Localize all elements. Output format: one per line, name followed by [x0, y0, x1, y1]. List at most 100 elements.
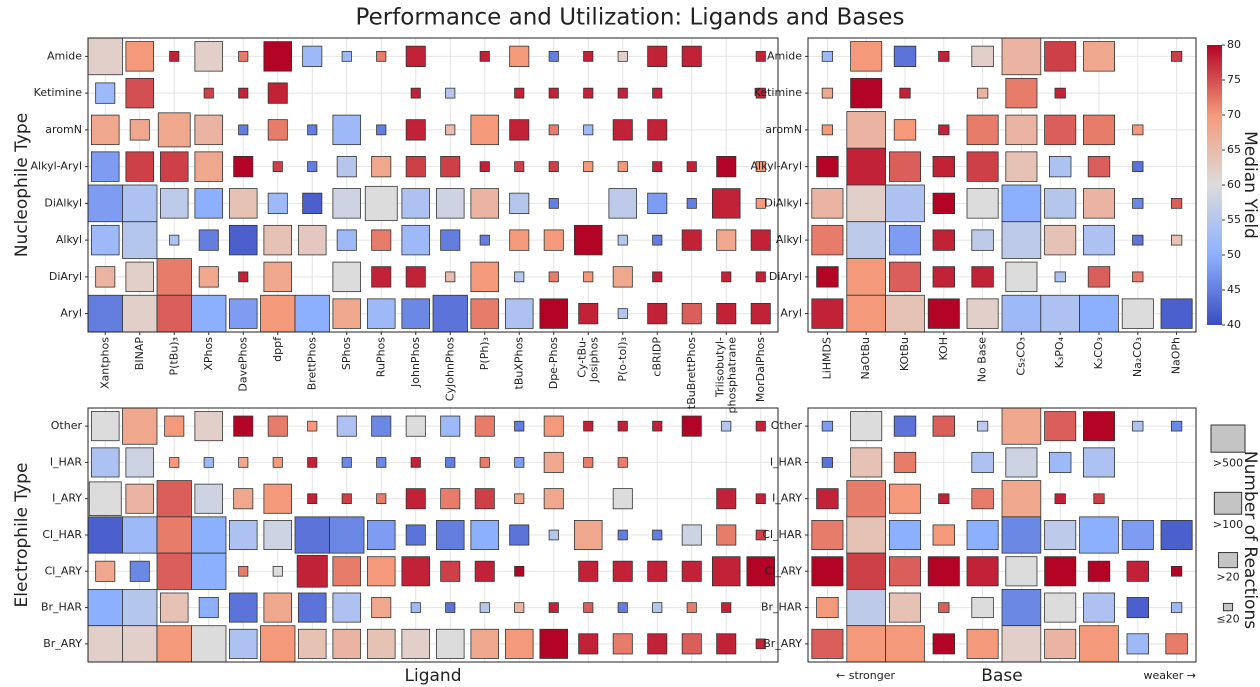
cell [612, 488, 633, 510]
y-tick-label: DiAlkyl [44, 196, 82, 209]
size-legend-label: >100 [1213, 518, 1243, 531]
cell [846, 221, 886, 259]
panel-frame [807, 407, 1197, 663]
cell [1005, 261, 1038, 293]
cell [711, 556, 741, 587]
cell [846, 258, 886, 296]
cell [750, 229, 771, 251]
cell [755, 87, 766, 99]
cell [307, 457, 318, 468]
y-tick-label: Alkyl [56, 233, 82, 246]
cell [1048, 155, 1072, 178]
y-tick-label: Cl_ARY [765, 564, 803, 577]
y-tick-label: aromN [765, 123, 802, 136]
y-tick-label: I_HAR [770, 455, 803, 468]
cell [932, 633, 956, 655]
cell [716, 524, 737, 546]
cell [932, 415, 956, 437]
x-tick-label: KOH [937, 337, 950, 361]
cell [1001, 625, 1042, 663]
y-tick-label: Ketimine [34, 86, 83, 99]
cell [1132, 234, 1144, 246]
cell [401, 628, 431, 659]
colorbar-tick-label: 70 [1227, 108, 1241, 121]
cell [1001, 221, 1042, 259]
cell [647, 633, 668, 655]
cell [1165, 633, 1188, 655]
cell [755, 638, 766, 650]
cell [811, 628, 844, 659]
cell [267, 415, 288, 437]
cell [228, 520, 258, 550]
cell [539, 298, 569, 329]
cell [976, 87, 989, 99]
x-tick-label: P(tBu)₃ [167, 337, 180, 375]
size-legend-square [1210, 424, 1246, 453]
cell [647, 45, 668, 68]
y-tick-label: Br_HAR [761, 601, 802, 614]
cell [504, 298, 534, 329]
cell [612, 119, 633, 141]
cell [371, 597, 392, 619]
cell [612, 266, 633, 288]
x-tick-label: tBuXPhos [512, 337, 525, 390]
cell [885, 184, 925, 223]
annotation: ← stronger [836, 669, 895, 682]
cell [1170, 565, 1183, 577]
cell [617, 161, 628, 172]
cell [816, 266, 839, 288]
cell [846, 294, 886, 333]
cell [233, 415, 254, 437]
cell [543, 415, 564, 437]
cell [272, 457, 283, 468]
cell [1132, 161, 1144, 172]
cell [821, 87, 834, 99]
cell [1005, 447, 1038, 478]
cell [1005, 151, 1038, 182]
cell [238, 271, 249, 283]
cell [376, 51, 387, 62]
cell [470, 520, 500, 550]
cell [122, 625, 158, 663]
cell [238, 87, 249, 99]
cell [686, 602, 697, 613]
cell [548, 87, 559, 99]
cell [816, 488, 839, 510]
cell [1083, 411, 1116, 442]
cell [811, 188, 844, 219]
x-tick-label: SPhos [340, 337, 353, 370]
cell [932, 192, 956, 215]
cell [470, 261, 500, 293]
cell [1079, 294, 1119, 333]
x-tick-label: RuPhos [374, 337, 387, 377]
cell [260, 625, 296, 663]
cell [1044, 520, 1077, 550]
cell [617, 51, 628, 62]
cell [816, 597, 839, 619]
cell [652, 420, 663, 432]
cell [341, 493, 352, 505]
cell [899, 87, 911, 99]
cell [966, 628, 999, 659]
cell [755, 529, 766, 541]
cell [233, 155, 254, 178]
cell [509, 45, 530, 68]
cell [821, 124, 834, 136]
cell [194, 41, 224, 72]
cell [971, 451, 994, 473]
panel-frame [807, 37, 1197, 333]
cell [1132, 271, 1144, 283]
cell [1044, 556, 1077, 587]
cell [307, 420, 318, 432]
y-tick-label: Alkyl-Aryl [751, 160, 802, 173]
cell [405, 45, 426, 68]
cell [122, 407, 158, 445]
cell [169, 234, 180, 246]
cell [543, 488, 564, 510]
cell [716, 229, 737, 251]
cell [228, 224, 258, 256]
cell [966, 188, 999, 219]
cell [470, 628, 500, 659]
cell [971, 597, 994, 619]
size-legend-label: ≤20 [1216, 613, 1239, 626]
